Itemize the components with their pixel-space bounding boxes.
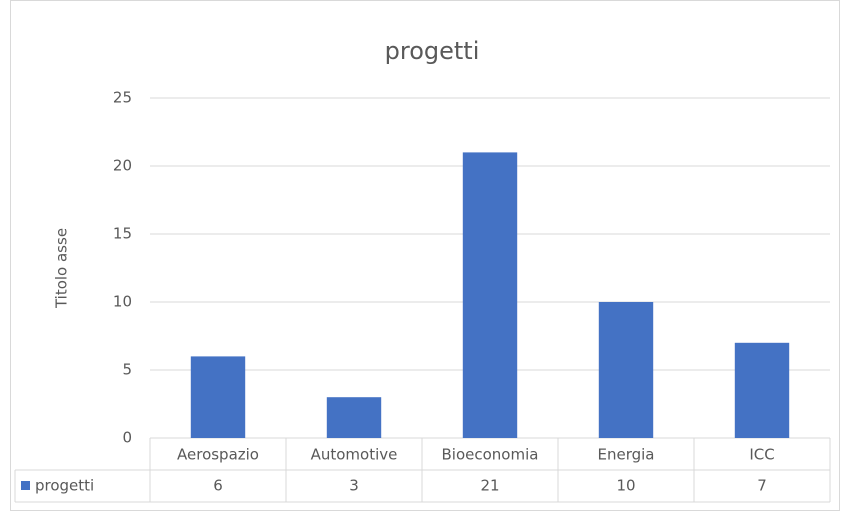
- legend-label: progetti: [35, 477, 94, 495]
- legend-key: [21, 481, 30, 490]
- y-axis-label: Titolo asse: [53, 228, 71, 309]
- table-value: 21: [480, 477, 499, 495]
- y-tick-label: 5: [122, 361, 132, 379]
- chart-border: [10, 0, 840, 511]
- bar: [462, 152, 518, 438]
- x-tick-label: ICC: [749, 446, 774, 464]
- bar: [734, 342, 790, 438]
- bar: [190, 356, 246, 438]
- y-tick-label: 25: [113, 89, 132, 107]
- bar: [326, 397, 382, 438]
- x-tick-label: Automotive: [311, 446, 398, 464]
- x-tick-label: Energia: [598, 446, 655, 464]
- table-value: 10: [616, 477, 635, 495]
- chart-title: progetti: [385, 37, 480, 65]
- bar: [598, 302, 654, 438]
- x-tick-label: Aerospazio: [177, 446, 259, 464]
- table-value: 3: [349, 477, 359, 495]
- y-tick-label: 20: [113, 157, 132, 175]
- y-tick-label: 10: [113, 293, 132, 311]
- table-value: 7: [757, 477, 767, 495]
- table-value: 6: [213, 477, 223, 495]
- y-tick-label: 0: [122, 429, 132, 447]
- y-tick-label: 15: [113, 225, 132, 243]
- x-tick-label: Bioeconomia: [442, 446, 539, 464]
